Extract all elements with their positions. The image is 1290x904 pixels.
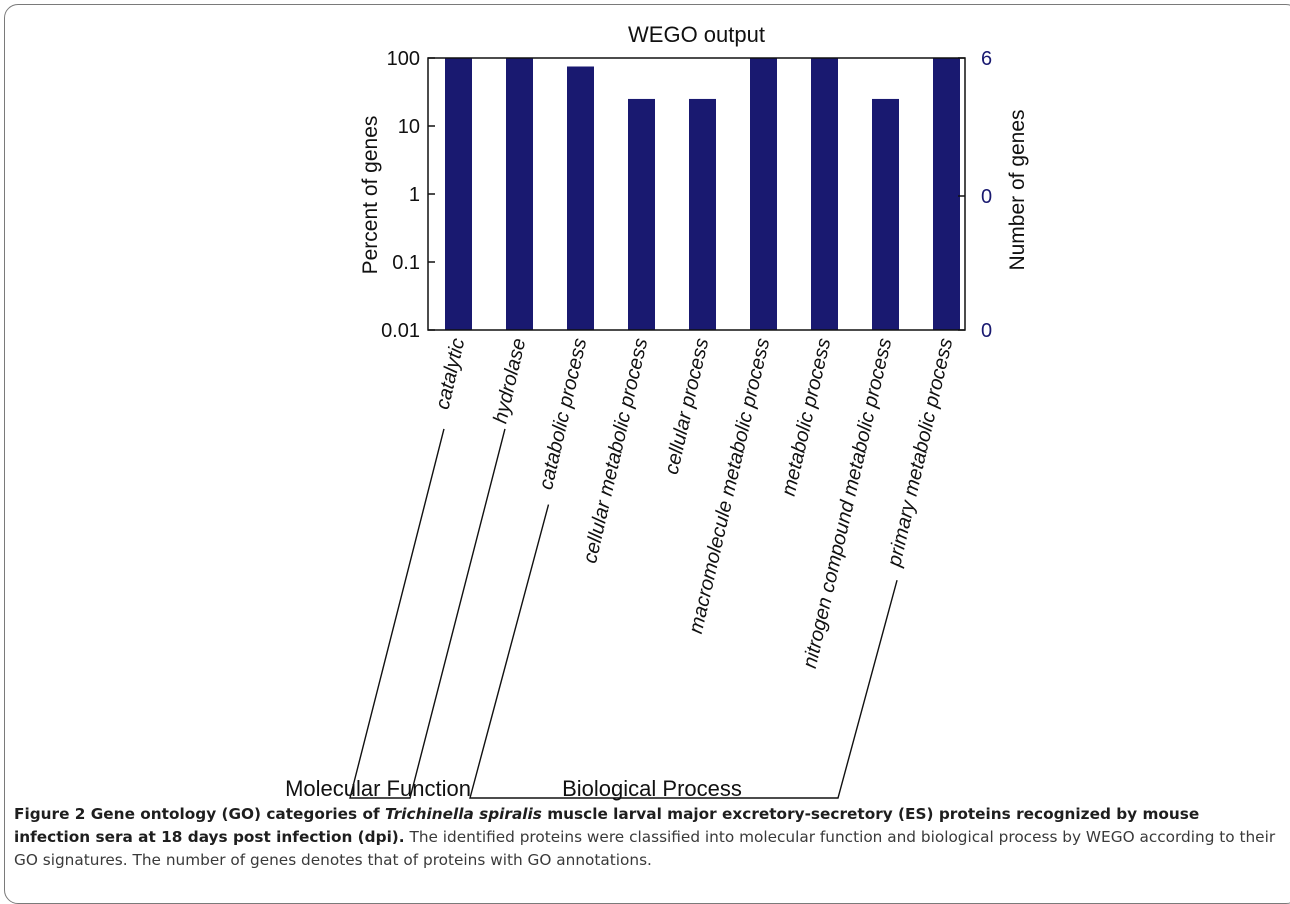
group-bracket-biological-process <box>469 504 898 799</box>
caption-bold-1: Figure 2 Gene ontology (GO) categories o… <box>14 805 385 823</box>
group-label-biological-process: Biological Process <box>562 776 742 801</box>
bar-macromolecule-metabolic-process <box>750 58 777 330</box>
left-tick-label: 100 <box>387 48 420 70</box>
bar-primary-metabolic-process <box>933 58 960 330</box>
bar-catabolic-process <box>567 66 594 330</box>
y-axis-label-right: Number of genes <box>1006 109 1029 270</box>
bar-metabolic-process <box>811 58 838 330</box>
right-tick-label: 0 <box>981 320 992 342</box>
category-label-catabolic-process: catabolic process <box>535 336 591 492</box>
bar-cellular-metabolic-process <box>628 98 655 330</box>
category-label-metabolic-process: metabolic process <box>778 336 836 498</box>
figure-caption: Figure 2 Gene ontology (GO) categories o… <box>14 803 1276 872</box>
chart-title: WEGO output <box>628 22 765 47</box>
left-tick-label: 1 <box>409 184 420 206</box>
left-tick-label: 0.1 <box>392 252 420 274</box>
right-tick-label: 0 <box>981 186 992 208</box>
category-label-cellular-metabolic-process: cellular metabolic process <box>579 336 652 565</box>
bar-catalytic <box>445 58 472 330</box>
group-label-molecular-function: Molecular Function <box>285 776 471 801</box>
y-axis-label-left: Percent of genes <box>359 116 382 275</box>
caption-body: The identified proteins were classified … <box>14 828 1276 869</box>
caption-italic: Trichinella spiralis <box>384 805 542 823</box>
bar-cellular-process <box>689 98 716 330</box>
left-tick-label: 10 <box>398 116 420 138</box>
right-tick-label: 6 <box>981 48 992 70</box>
category-label-hydrolase: hydrolase <box>489 336 530 425</box>
wego-bar-chart: WEGO output 100 10 1 0.1 0.01 6 0 0 Percent of ge… <box>285 22 1029 801</box>
category-label-catalytic: catalytic <box>432 336 470 411</box>
category-label-cellular-process: cellular process <box>661 336 714 476</box>
bar-nitrogen-compound-metabolic-process <box>872 98 899 330</box>
caption-bold-2: muscle larval major excretory-secretory … <box>14 805 1200 846</box>
bar-hydrolase <box>506 58 533 330</box>
category-label-primary-metabolic-process: primary metabolic process <box>883 336 957 569</box>
left-tick-label: 0.01 <box>381 320 420 342</box>
group-bracket-molecular-function <box>349 428 506 799</box>
